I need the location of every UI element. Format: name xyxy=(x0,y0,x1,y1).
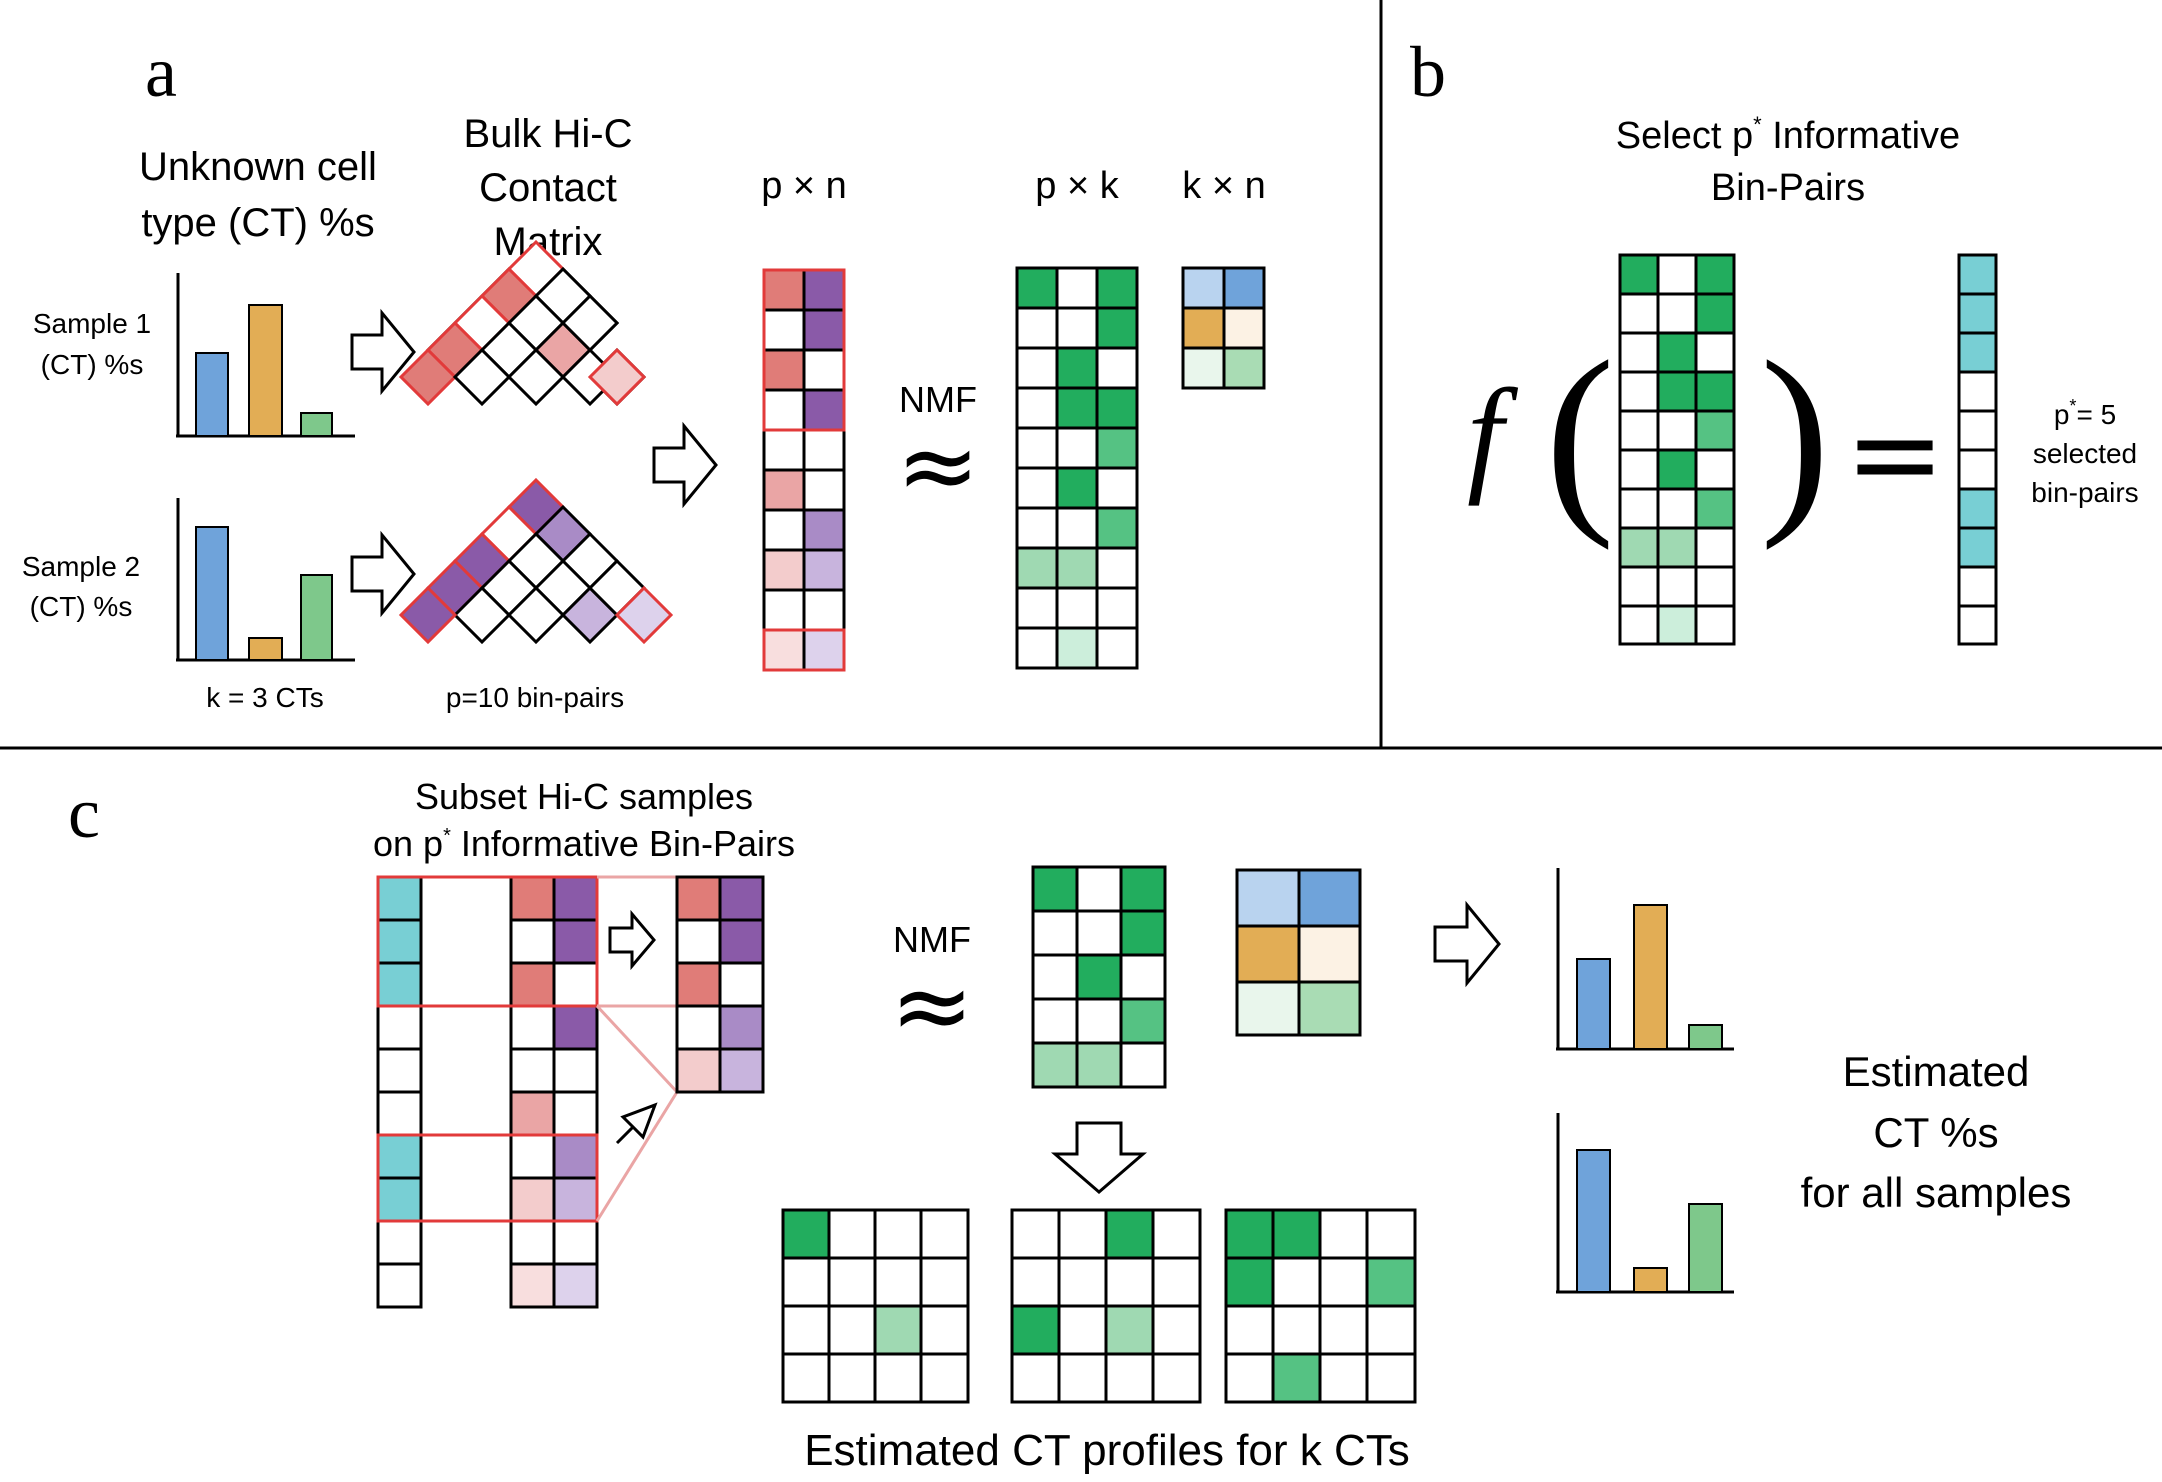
approx-symbol-c: ≈ xyxy=(890,947,974,1064)
sample1-bar-green xyxy=(300,412,333,437)
contact-matrix-sample1 xyxy=(398,239,647,407)
arrow-sample1-to-matrix xyxy=(350,308,416,396)
h-matrix-c xyxy=(1235,868,1362,1037)
function-symbol: f xyxy=(1467,363,1519,507)
subset-matrix-c xyxy=(675,875,765,1094)
profiles-label: Estimated CT profiles for k CTs xyxy=(804,1426,1410,1475)
estimated1-bar-blue xyxy=(1576,958,1611,1050)
selection-box-top xyxy=(376,875,599,1008)
matrix-pk xyxy=(1015,266,1139,670)
contact-matrix-sample2 xyxy=(398,477,674,645)
w-matrix-c xyxy=(1031,865,1167,1089)
dim-pk: p × k xyxy=(1035,165,1119,207)
equals-sign: = xyxy=(1845,385,1946,524)
arrow-down-to-profiles xyxy=(1050,1121,1148,1194)
full-matrix-c xyxy=(509,875,599,1309)
panel-c: c Subset Hi-C samples on p* Informative … xyxy=(68,773,2071,1475)
selector-column-c xyxy=(376,875,423,1309)
ct-profile-2 xyxy=(1010,1208,1202,1404)
sample2-bar-blue xyxy=(195,526,229,661)
sample2-label-line2: (CT) %s xyxy=(30,591,133,622)
ct-heading-line2: type (CT) %s xyxy=(141,201,374,245)
ct-profile-1 xyxy=(781,1208,970,1404)
pstar-label-line2: selected xyxy=(2033,438,2137,469)
estimated-pct-line2: CT %s xyxy=(1873,1109,1998,1156)
dim-kn: k × n xyxy=(1182,165,1265,207)
panel-b: b Select p* Informative Bin-Pairs f ( ) … xyxy=(1410,32,2139,646)
sample1-bar-blue xyxy=(195,352,229,437)
pstar-label-line3: bin-pairs xyxy=(2031,477,2138,508)
b-heading-line2: Bin-Pairs xyxy=(1711,167,1865,209)
matrix-bin-pairs-b xyxy=(1618,253,1736,646)
estimated1-bar-green xyxy=(1688,1024,1723,1050)
p-label: p=10 bin-pairs xyxy=(446,682,624,713)
matrix-kn xyxy=(1181,266,1266,390)
sample1-bar-chart xyxy=(176,273,355,438)
arrow-subset-bottom xyxy=(615,1102,658,1145)
estimated-bar-chart-2 xyxy=(1556,1113,1734,1294)
arrow-subset-top xyxy=(608,909,656,971)
selected-vector-b xyxy=(1957,253,1998,646)
estimated-pct-line1: Estimated xyxy=(1843,1048,2030,1095)
panel-c-letter: c xyxy=(68,773,100,853)
c-heading-line1: Subset Hi-C samples xyxy=(415,776,753,817)
panel-a: a Unknown cell type (CT) %s Bulk Hi-C Co… xyxy=(22,32,1266,713)
panel-b-letter: b xyxy=(1410,32,1446,112)
matrix-pn xyxy=(762,268,846,672)
arrow-sample2-to-matrix xyxy=(350,530,416,618)
k-label: k = 3 CTs xyxy=(206,682,323,713)
selection-box-bottom xyxy=(376,1133,599,1223)
sample2-bar-green xyxy=(300,574,333,661)
hic-heading-line1: Bulk Hi-C xyxy=(464,112,633,156)
sample2-bar-orange xyxy=(248,637,283,661)
estimated-bar-chart-1 xyxy=(1556,868,1734,1051)
nmf-label-a: NMF xyxy=(899,379,977,420)
estimated1-bar-orange xyxy=(1633,904,1668,1050)
ct-profile-3 xyxy=(1224,1208,1417,1404)
estimated2-bar-orange xyxy=(1633,1267,1668,1293)
left-paren: ( xyxy=(1545,319,1615,551)
hic-heading-line2: Contact xyxy=(479,166,617,210)
c-heading-line2: on p* Informative Bin-Pairs xyxy=(373,823,795,864)
sample1-bar-orange xyxy=(248,304,283,437)
estimated2-bar-blue xyxy=(1576,1149,1611,1293)
estimated-pct-line3: for all samples xyxy=(1801,1169,2072,1216)
b-heading-line1: Select p* Informative xyxy=(1616,112,1960,157)
ct-heading-line1: Unknown cell xyxy=(139,145,377,189)
approx-symbol-a: ≈ xyxy=(896,407,980,524)
right-paren: ) xyxy=(1760,319,1830,551)
panel-a-letter: a xyxy=(145,32,177,112)
pstar-label-line1: p*= 5 xyxy=(2054,396,2116,430)
arrow-to-combined xyxy=(652,421,718,509)
sample2-label-line1: Sample 2 xyxy=(22,551,140,582)
sample1-label-line2: (CT) %s xyxy=(41,349,144,380)
sample2-bar-chart xyxy=(176,498,355,662)
arrow-to-estimated xyxy=(1433,900,1501,988)
sample1-label-line1: Sample 1 xyxy=(33,308,151,339)
nmf-label-c: NMF xyxy=(893,919,971,960)
dim-pn: p × n xyxy=(761,165,847,207)
estimated2-bar-green xyxy=(1688,1203,1723,1293)
